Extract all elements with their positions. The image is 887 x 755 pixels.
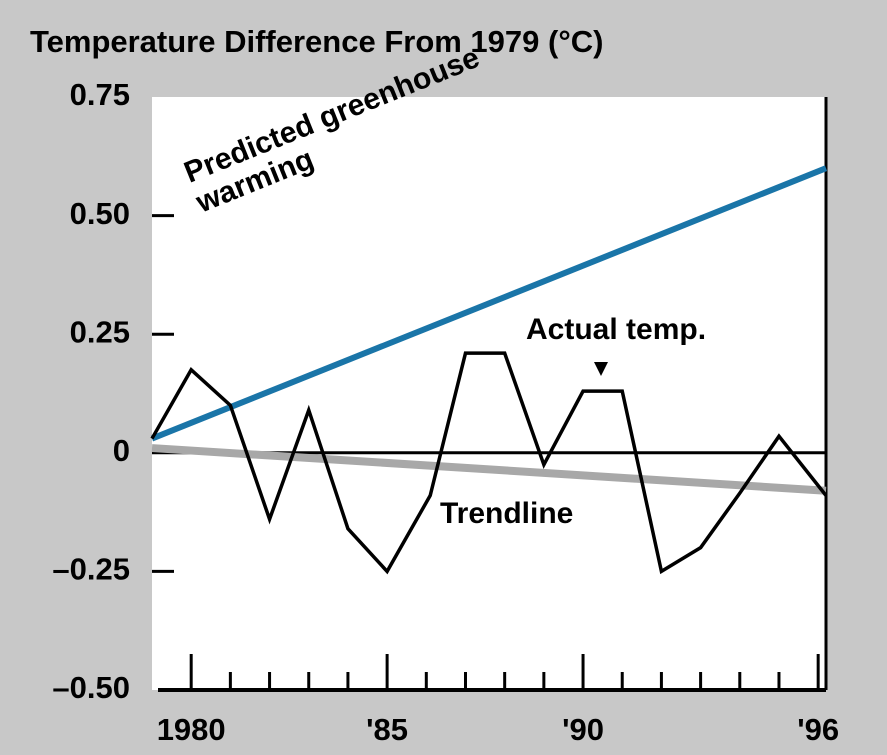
y-tick-label: –0.50 — [52, 670, 130, 705]
series-line — [150, 351, 828, 575]
y-tick-label: –0.25 — [52, 552, 130, 587]
y-tick-label: 0.50 — [70, 196, 130, 231]
x-tick-label: '90 — [562, 712, 604, 747]
series-line — [151, 444, 827, 495]
x-tick-label: '96 — [797, 712, 839, 747]
y-tick-label: 0 — [113, 433, 130, 468]
annotation-arrow — [594, 362, 608, 376]
series-label: Actual temp. — [526, 313, 707, 346]
series-line — [150, 165, 828, 442]
x-tick-label: 1980 — [157, 712, 226, 747]
series-label: Trendline — [438, 497, 576, 530]
y-tick-label: 0.75 — [70, 77, 130, 112]
chart-title: Temperature Difference From 1979 (°C) — [30, 24, 603, 59]
x-tick-label: '85 — [366, 712, 408, 747]
y-tick-label: 0.25 — [70, 314, 130, 349]
